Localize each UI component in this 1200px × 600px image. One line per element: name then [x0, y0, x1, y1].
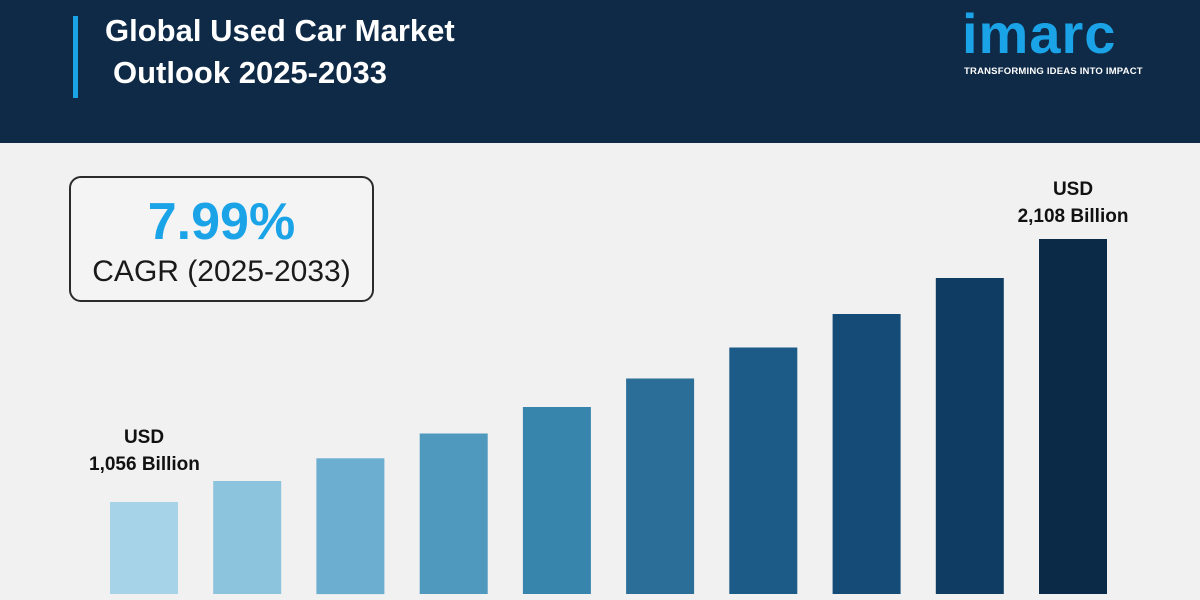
x-tick-label-2032: 2032 — [953, 597, 986, 600]
header-banner: Global Used Car Market Outlook 2025-2033… — [0, 0, 1200, 143]
cagr-label: CAGR (2025-2033) — [92, 255, 351, 288]
logo-wordmark: imarc — [962, 2, 1117, 65]
x-tick-label-2031: 2031 — [850, 597, 883, 600]
start-callout-currency: USD — [123, 427, 165, 448]
page-title: Global Used Car Market Outlook 2025-2033 — [105, 10, 455, 94]
cagr-value: 7.99% — [147, 193, 296, 251]
bar-2032 — [935, 278, 1004, 594]
start-value-callout: USD 1,056 Billion — [89, 424, 200, 478]
logo-tagline: TRANSFORMING IDEAS INTO IMPACT — [964, 66, 1143, 77]
bar-2028 — [522, 407, 591, 594]
end-value-callout: USD 2,108 Billion — [1008, 176, 1138, 230]
end-callout-value: 2,108 Billion — [1017, 206, 1129, 227]
x-tick-label-2025: 2025 — [231, 597, 264, 600]
x-tick-label-2024: 2024 — [127, 597, 161, 600]
bar-2029 — [626, 378, 695, 594]
x-tick-label-2030: 2030 — [747, 597, 780, 600]
start-callout-value: 1,056 Billion — [89, 454, 200, 475]
title-line-1: Global Used Car Market — [105, 13, 455, 48]
imarc-logo: imarc TRANSFORMING IDEAS INTO IMPACT — [962, 2, 1172, 82]
x-tick-label-2027: 2027 — [437, 597, 470, 600]
bar-2024 — [110, 502, 178, 594]
bar-2026 — [316, 458, 385, 595]
bar-2030 — [729, 347, 798, 594]
bar-2031 — [832, 314, 901, 594]
bar-2027 — [419, 433, 488, 594]
bar-2033 — [1039, 239, 1107, 594]
cagr-box: 7.99% CAGR (2025-2033) — [69, 176, 374, 302]
title-line-2: Outlook 2025-2033 — [113, 55, 387, 90]
x-tick-label-2026: 2026 — [334, 597, 367, 600]
x-tick-label-2029: 2029 — [643, 597, 676, 600]
bar-2025 — [213, 481, 282, 594]
x-tick-label-2033: 2033 — [1056, 597, 1089, 600]
x-tick-label-2028: 2028 — [540, 597, 573, 600]
title-accent-bar — [73, 16, 78, 98]
end-callout-currency: USD — [1052, 179, 1094, 200]
